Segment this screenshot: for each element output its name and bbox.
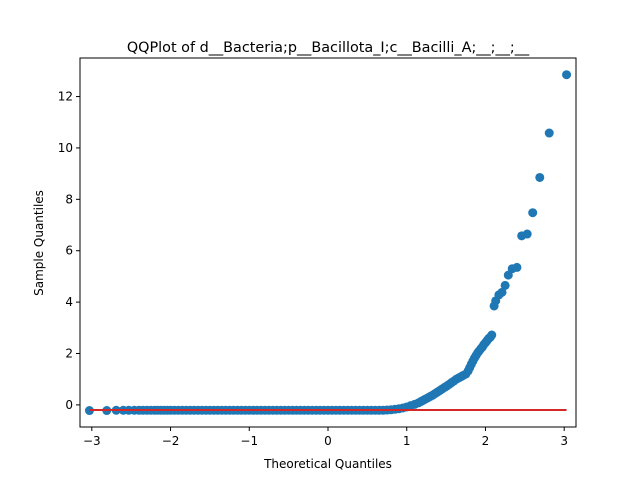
y-tick-label: 0 bbox=[65, 398, 73, 412]
data-point bbox=[512, 262, 522, 272]
data-point bbox=[562, 70, 572, 80]
data-point bbox=[528, 208, 538, 218]
data-point bbox=[497, 287, 507, 297]
data-point bbox=[535, 172, 545, 182]
y-tick-label: 10 bbox=[58, 141, 73, 155]
y-tick-label: 6 bbox=[65, 244, 73, 258]
plot-area bbox=[79, 57, 577, 428]
y-axis-ticks: 0 2 4 6 8 10 12 bbox=[58, 90, 80, 412]
data-point bbox=[500, 280, 510, 290]
x-tick-label: 2 bbox=[482, 434, 490, 448]
data-point bbox=[522, 229, 532, 239]
x-axis-label: Theoretical Quantiles bbox=[263, 457, 392, 471]
data-point bbox=[544, 128, 554, 138]
y-tick-label: 8 bbox=[65, 192, 73, 206]
x-tick-label: 1 bbox=[403, 434, 411, 448]
y-tick-label: 12 bbox=[58, 90, 73, 104]
x-tick-label: 0 bbox=[324, 434, 332, 448]
x-tick-label: −1 bbox=[240, 434, 258, 448]
y-axis-label: Sample Quantiles bbox=[32, 190, 46, 296]
x-tick-label: −3 bbox=[83, 434, 101, 448]
y-tick-label: 2 bbox=[65, 347, 73, 361]
x-tick-label: −2 bbox=[162, 434, 180, 448]
x-tick-label: 3 bbox=[560, 434, 568, 448]
data-point bbox=[487, 330, 497, 340]
y-tick-label: 4 bbox=[65, 295, 73, 309]
chart-title: QQPlot of d__Bacteria;p__Bacillota_I;c__… bbox=[127, 40, 530, 56]
x-axis-ticks: −3 −2 −1 0 1 2 3 bbox=[83, 427, 568, 448]
